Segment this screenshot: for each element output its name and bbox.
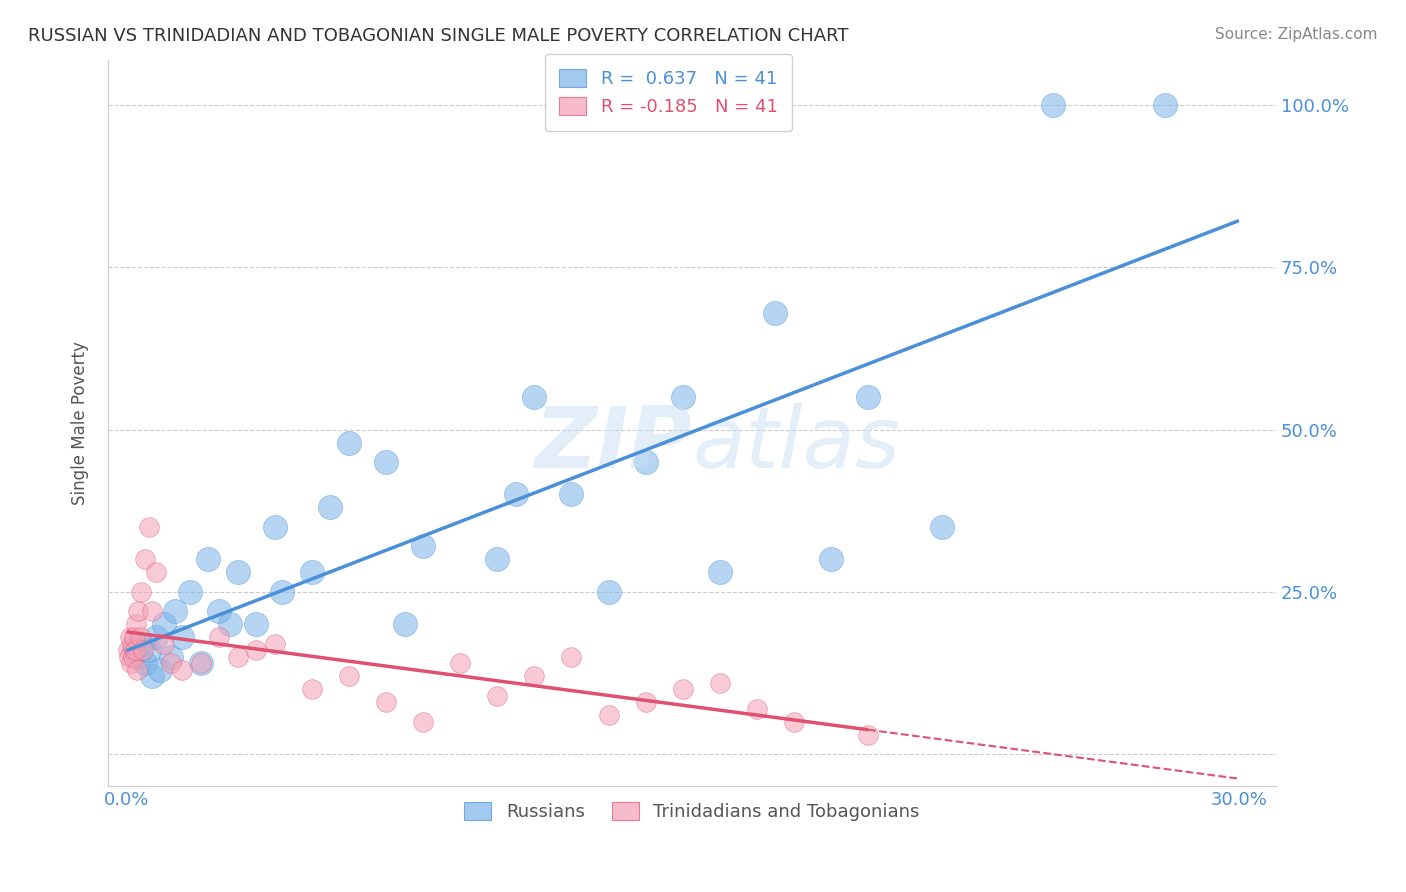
- Point: [709, 675, 731, 690]
- Point: [319, 500, 342, 515]
- Point: [219, 617, 242, 632]
- Point: [634, 695, 657, 709]
- Point: [127, 604, 149, 618]
- Point: [375, 695, 398, 709]
- Point: [190, 656, 212, 670]
- Point: [263, 637, 285, 651]
- Point: [523, 669, 546, 683]
- Point: [190, 656, 212, 670]
- Point: [226, 649, 249, 664]
- Point: [141, 604, 163, 618]
- Point: [120, 630, 142, 644]
- Point: [783, 714, 806, 729]
- Point: [124, 643, 146, 657]
- Point: [152, 617, 174, 632]
- Point: [145, 630, 167, 644]
- Point: [523, 390, 546, 404]
- Point: [141, 669, 163, 683]
- Point: [856, 390, 879, 404]
- Point: [172, 630, 194, 644]
- Point: [125, 617, 148, 632]
- Point: [131, 584, 153, 599]
- Point: [245, 643, 267, 657]
- Point: [763, 306, 786, 320]
- Point: [138, 643, 160, 657]
- Point: [931, 520, 953, 534]
- Point: [179, 584, 201, 599]
- Point: [134, 552, 156, 566]
- Point: [337, 435, 360, 450]
- Legend: Russians, Trinidadians and Tobagonians: Russians, Trinidadians and Tobagonians: [450, 788, 934, 836]
- Point: [226, 566, 249, 580]
- Point: [598, 708, 620, 723]
- Point: [337, 669, 360, 683]
- Point: [672, 682, 695, 697]
- Point: [412, 714, 434, 729]
- Point: [208, 604, 231, 618]
- Point: [145, 566, 167, 580]
- Point: [1042, 98, 1064, 112]
- Point: [125, 663, 148, 677]
- Point: [560, 649, 582, 664]
- Text: Source: ZipAtlas.com: Source: ZipAtlas.com: [1215, 27, 1378, 42]
- Point: [709, 566, 731, 580]
- Point: [149, 663, 172, 677]
- Point: [134, 656, 156, 670]
- Point: [172, 663, 194, 677]
- Point: [122, 649, 145, 664]
- Point: [128, 630, 150, 644]
- Point: [598, 584, 620, 599]
- Point: [394, 617, 416, 632]
- Point: [197, 552, 219, 566]
- Point: [163, 604, 186, 618]
- Point: [672, 390, 695, 404]
- Point: [745, 701, 768, 715]
- Point: [634, 455, 657, 469]
- Point: [301, 682, 323, 697]
- Point: [132, 643, 155, 657]
- Text: RUSSIAN VS TRINIDADIAN AND TOBAGONIAN SINGLE MALE POVERTY CORRELATION CHART: RUSSIAN VS TRINIDADIAN AND TOBAGONIAN SI…: [28, 27, 849, 45]
- Point: [449, 656, 471, 670]
- Point: [122, 643, 145, 657]
- Point: [486, 552, 509, 566]
- Point: [138, 520, 160, 534]
- Point: [160, 656, 183, 670]
- Point: [1153, 98, 1175, 112]
- Point: [160, 649, 183, 664]
- Point: [820, 552, 842, 566]
- Point: [208, 630, 231, 644]
- Point: [131, 637, 153, 651]
- Point: [301, 566, 323, 580]
- Text: ZIP: ZIP: [534, 403, 692, 486]
- Point: [486, 689, 509, 703]
- Point: [412, 540, 434, 554]
- Y-axis label: Single Male Poverty: Single Male Poverty: [72, 341, 89, 505]
- Point: [120, 656, 142, 670]
- Point: [127, 649, 149, 664]
- Point: [122, 630, 145, 644]
- Point: [856, 727, 879, 741]
- Text: atlas: atlas: [692, 403, 900, 486]
- Point: [560, 487, 582, 501]
- Point: [121, 637, 143, 651]
- Point: [117, 643, 139, 657]
- Point: [118, 649, 141, 664]
- Point: [245, 617, 267, 632]
- Point: [271, 584, 294, 599]
- Point: [263, 520, 285, 534]
- Point: [505, 487, 527, 501]
- Point: [152, 637, 174, 651]
- Point: [375, 455, 398, 469]
